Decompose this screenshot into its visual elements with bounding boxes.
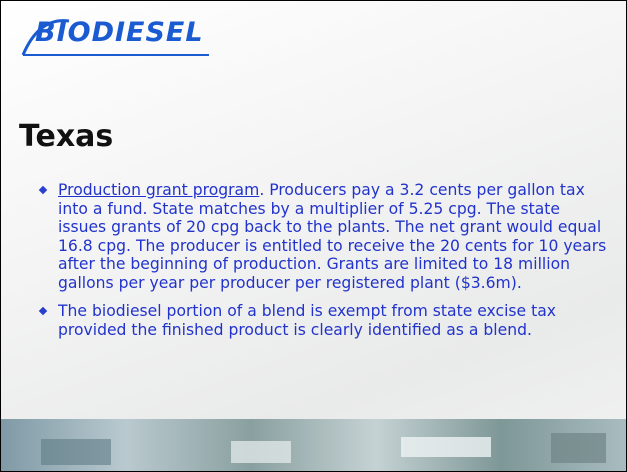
slide: BIODIESEL Texas Production grant program… [0,0,627,472]
bullet: The biodiesel portion of a blend is exem… [38,302,613,339]
link[interactable]: Production grant program [58,181,259,199]
photo-strip [1,419,626,471]
slide-title: Texas [19,119,113,154]
bullet-list: Production grant program. Producers pay … [38,181,613,349]
bullet: Production grant program. Producers pay … [38,181,613,292]
page: BIODIESEL Texas Production grant program… [0,0,627,472]
bullet-text: The biodiesel portion of a blend is exem… [58,302,556,339]
logo: BIODIESEL [35,17,204,48]
